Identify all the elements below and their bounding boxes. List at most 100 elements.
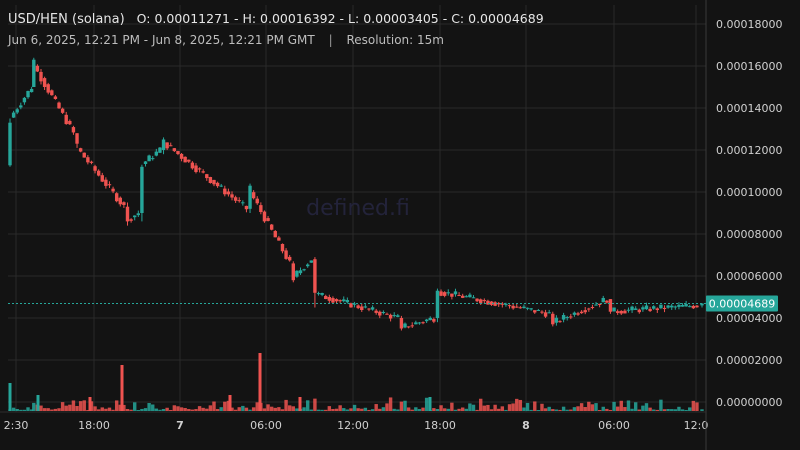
candle-body	[551, 313, 555, 325]
candle-body	[504, 303, 508, 305]
volume-bar	[280, 409, 285, 411]
candle-body	[554, 317, 559, 323]
volume-bar	[572, 407, 577, 411]
candle-body	[655, 308, 660, 311]
candle-body	[345, 300, 350, 303]
volume-bar	[597, 409, 602, 411]
volume-bar	[615, 406, 620, 411]
candle-body	[147, 155, 151, 162]
separator: |	[328, 33, 333, 47]
volume-bar	[403, 400, 407, 411]
ohlc-readout: O: 0.00011271 - H: 0.00016392 - L: 0.000…	[136, 11, 544, 26]
candle-body	[75, 133, 79, 144]
volume-bar	[111, 409, 115, 411]
volume-bar	[450, 402, 454, 411]
candle-body	[442, 292, 447, 296]
candle-body	[251, 192, 256, 199]
volume-bar	[179, 407, 184, 411]
candle-body	[497, 302, 501, 305]
candle-body	[597, 303, 602, 305]
volume-bar	[547, 406, 551, 411]
candle-body	[688, 306, 692, 308]
volume-bar	[536, 409, 541, 411]
candle-body	[60, 108, 65, 113]
volume-bar	[633, 402, 638, 411]
volume-bar	[78, 401, 83, 411]
volume-bar	[410, 409, 414, 411]
candle-body	[78, 148, 83, 152]
volume-bar	[277, 407, 281, 411]
candle-body	[489, 301, 494, 305]
candle-body	[666, 305, 670, 308]
candle-body	[197, 168, 202, 170]
candle-body	[104, 179, 108, 186]
candle-body	[457, 295, 461, 297]
volume-bar	[565, 409, 569, 411]
candle-body	[378, 311, 382, 316]
candle-body	[352, 303, 357, 305]
volume-bar	[60, 402, 65, 411]
candle-body	[673, 306, 678, 308]
candle-body	[349, 303, 353, 308]
candle-body	[529, 308, 533, 310]
volume-bar	[356, 408, 360, 411]
candle-body	[515, 306, 519, 308]
candle-body	[385, 313, 389, 315]
candle-body	[421, 322, 425, 324]
candle-body	[8, 122, 12, 166]
candle-body	[161, 139, 166, 150]
volume-bar	[486, 404, 490, 411]
candle-body	[223, 188, 227, 195]
volume-bar	[215, 409, 220, 411]
candle-body	[111, 188, 115, 192]
volume-bar	[540, 403, 544, 411]
candle-body	[540, 311, 544, 313]
volume-bar	[11, 407, 16, 411]
volume-bar	[129, 409, 133, 411]
candle-body	[93, 166, 97, 171]
volume-bar	[662, 409, 667, 411]
candle-body	[201, 171, 205, 173]
candle-body	[641, 307, 645, 310]
candle-body	[32, 59, 36, 87]
volume-bar	[316, 409, 321, 411]
volume-bar	[612, 401, 616, 411]
volume-bar	[417, 409, 422, 411]
x-tick-label: 7	[176, 419, 184, 432]
candle-body	[118, 197, 122, 205]
volume-bar	[349, 408, 353, 411]
volume-bar	[212, 401, 216, 411]
candle-body	[482, 300, 487, 302]
candle-body	[176, 151, 180, 155]
candle-body	[623, 310, 627, 314]
candle-body	[569, 316, 573, 318]
candle-body	[331, 298, 335, 303]
volume-bar	[558, 409, 562, 411]
volume-bar	[320, 409, 324, 411]
candle-body	[587, 308, 591, 310]
volume-bar	[122, 404, 126, 411]
volume-bar	[42, 408, 47, 411]
candle-body	[399, 318, 404, 329]
volume-bar	[666, 408, 670, 411]
volume-bar	[396, 409, 400, 411]
candle-body	[125, 206, 130, 222]
volume-bar	[136, 409, 141, 411]
candle-body	[122, 202, 126, 205]
candle-body	[342, 299, 346, 302]
volume-bar	[439, 405, 443, 411]
volume-bar	[406, 407, 411, 411]
candle-body	[605, 300, 609, 303]
volume-bar	[68, 404, 72, 411]
volume-bar	[183, 408, 187, 411]
volume-bar	[32, 402, 36, 411]
candle-body	[183, 156, 187, 163]
candle-body	[637, 309, 641, 313]
volume-bar	[464, 408, 468, 411]
candle-body	[453, 291, 458, 295]
volume-bar	[86, 409, 90, 411]
candle-body	[684, 304, 688, 307]
current-price-tag	[706, 295, 778, 312]
